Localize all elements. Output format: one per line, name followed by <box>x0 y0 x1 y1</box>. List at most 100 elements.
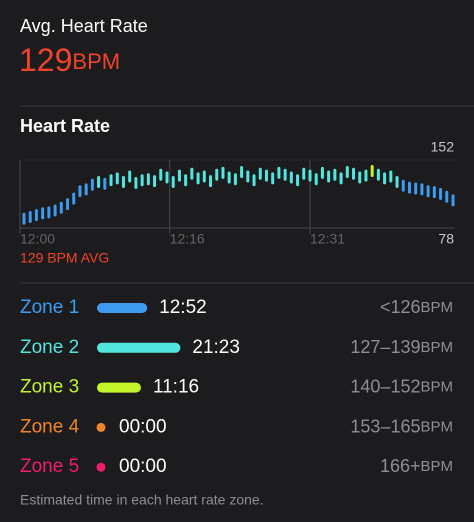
zone-bar <box>97 382 141 393</box>
heart-rate-bar <box>165 171 169 184</box>
zone-range: 153–165BPM <box>350 416 453 436</box>
heart-rate-bar <box>320 166 324 179</box>
footer: Estimated time in each heart rate zone. <box>20 492 264 508</box>
heart-rate-bar <box>233 173 237 186</box>
zone-range-unit: BPM <box>420 299 453 316</box>
heart-rate-bar <box>314 173 318 186</box>
zone-name: Zone 1 <box>20 297 79 318</box>
heart-rate-bar <box>296 174 300 187</box>
heart-rate-bar <box>59 201 63 214</box>
heart-rate-bar <box>370 165 374 178</box>
y-tick-label: 152 <box>431 139 455 155</box>
zone-name: Zone 5 <box>20 456 79 477</box>
heart-rate-bar <box>202 170 206 183</box>
x-tick-label: 12:16 <box>170 231 205 247</box>
zone-range: 166+BPM <box>380 456 453 476</box>
zone-range: 140–152BPM <box>350 376 453 396</box>
heart-rate-bar <box>121 176 125 189</box>
heart-rate-bar <box>115 172 119 185</box>
zone-time: 00:00 <box>119 456 167 477</box>
heart-rate-bar <box>153 175 157 188</box>
heart-rate-bar <box>109 174 113 187</box>
avg-unit: BPM <box>72 49 120 74</box>
heart-rate-bar <box>345 165 349 178</box>
heart-rate-bar <box>339 172 343 185</box>
heart-rate-bar <box>227 171 231 184</box>
zone-time: 11:16 <box>153 377 199 398</box>
heart-rate-bar <box>177 169 181 182</box>
heart-rate-bar <box>209 175 213 188</box>
heart-rate-bar <box>34 209 38 222</box>
heart-rate-bar <box>84 183 88 196</box>
zone-range-value: 127–139 <box>350 337 420 357</box>
zone-time: 00:00 <box>119 416 167 437</box>
heart-rate-bar <box>302 167 306 180</box>
avg-value: 129BPM <box>19 42 120 78</box>
heart-rate-bar <box>383 172 387 185</box>
heart-rate-bar <box>333 168 337 181</box>
heart-rate-bar <box>22 212 26 225</box>
zone-bar <box>97 303 148 313</box>
section-title: Heart Rate <box>20 116 110 136</box>
heart-rate-bar <box>352 167 356 180</box>
zone-range-value: 140–152 <box>350 376 420 396</box>
x-tick-label: 12:31 <box>310 231 345 247</box>
heart-rate-bar <box>184 174 188 187</box>
heart-rate-bar <box>258 167 262 180</box>
x-tick-label: 12:00 <box>20 231 55 247</box>
heart-rate-bar <box>47 206 51 219</box>
heart-rate-bar <box>308 169 312 182</box>
heart-rate-bar <box>439 188 443 200</box>
heart-rate-bar <box>215 168 219 181</box>
heart-rate-bar <box>134 176 138 189</box>
zone-range-unit: BPM <box>420 418 453 435</box>
heart-rate-bar <box>190 167 194 180</box>
heart-rate-bar <box>53 204 57 217</box>
avg-number: 129 <box>19 42 72 78</box>
heart-rate-bar <box>389 170 393 183</box>
heart-rate-bar <box>41 207 45 220</box>
heart-rate-bar <box>196 172 200 185</box>
heart-rate-bar <box>289 171 293 184</box>
heart-rate-bar <box>364 169 368 182</box>
heart-rate-bar <box>426 185 430 198</box>
heart-rate-bar <box>283 168 287 181</box>
heart-rate-bar <box>78 185 82 198</box>
zone-range: 127–139BPM <box>350 337 453 357</box>
zone-range: <126BPM <box>380 297 453 317</box>
zone-dot <box>96 422 106 432</box>
heart-rate-bar <box>407 181 411 194</box>
zone-range-value: 153–165 <box>350 416 420 436</box>
heart-rate-bar <box>66 198 70 211</box>
heart-rate-bar <box>103 177 107 190</box>
heart-rate-bar <box>420 183 424 196</box>
heart-rate-bar <box>246 170 250 183</box>
heart-rate-bar <box>28 210 32 223</box>
zone-time: 12:52 <box>159 297 207 318</box>
heart-rate-bar <box>327 170 331 183</box>
heart-rate-bar <box>376 168 380 181</box>
heart-rate-bar <box>221 166 225 179</box>
heart-rate-bar <box>414 182 418 195</box>
zone-time: 21:23 <box>192 337 240 358</box>
zone-name: Zone 3 <box>20 377 79 398</box>
heart-rate-bar <box>445 190 449 203</box>
heart-rate-bar <box>240 165 244 178</box>
heart-rate-bar <box>432 186 436 199</box>
heart-rate-bar <box>451 194 455 207</box>
heart-rate-bar <box>171 176 175 189</box>
heart-rate-bar <box>264 169 268 182</box>
zone-range-unit: BPM <box>420 379 453 396</box>
avg-annotation: 129 BPM AVG <box>20 250 109 266</box>
heart-rate-bar <box>140 174 144 187</box>
zone-name: Zone 2 <box>20 337 79 358</box>
zone-range-unit: BPM <box>420 339 453 356</box>
y-tick-label: 78 <box>438 231 454 247</box>
avg-title: Avg. Heart Rate <box>20 16 148 36</box>
heart-rate-bar <box>358 171 362 184</box>
heart-rate-bar <box>401 179 405 192</box>
heart-rate-bar <box>128 170 132 183</box>
